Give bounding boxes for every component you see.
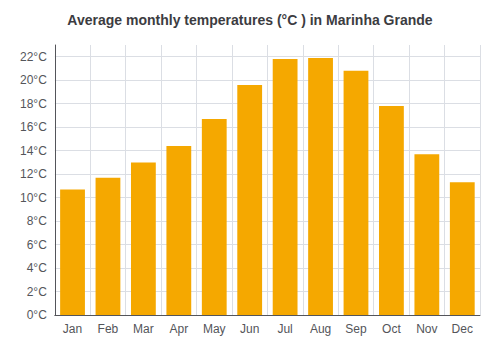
svg-text:12°C: 12°C: [20, 167, 47, 181]
svg-text:16°C: 16°C: [20, 120, 47, 134]
svg-text:22°C: 22°C: [20, 50, 47, 64]
svg-text:Average monthly temperatures (: Average monthly temperatures (°C ) in Ma…: [67, 12, 432, 28]
svg-text:Apr: Apr: [169, 322, 188, 336]
svg-text:Jan: Jan: [63, 322, 82, 336]
svg-text:Feb: Feb: [98, 322, 119, 336]
svg-text:14°C: 14°C: [20, 144, 47, 158]
svg-text:Nov: Nov: [416, 322, 437, 336]
svg-text:Mar: Mar: [133, 322, 154, 336]
svg-text:Sep: Sep: [345, 322, 367, 336]
svg-text:20°C: 20°C: [20, 73, 47, 87]
svg-text:Aug: Aug: [310, 322, 331, 336]
svg-text:10°C: 10°C: [20, 191, 47, 205]
svg-text:Oct: Oct: [382, 322, 401, 336]
svg-text:Dec: Dec: [452, 322, 473, 336]
svg-text:2°C: 2°C: [27, 285, 47, 299]
svg-text:8°C: 8°C: [27, 214, 47, 228]
svg-text:May: May: [203, 322, 226, 336]
svg-text:Jul: Jul: [277, 322, 292, 336]
svg-text:6°C: 6°C: [27, 238, 47, 252]
svg-text:4°C: 4°C: [27, 261, 47, 275]
svg-text:18°C: 18°C: [20, 97, 47, 111]
svg-text:0°C: 0°C: [27, 308, 47, 322]
svg-text:Jun: Jun: [240, 322, 259, 336]
